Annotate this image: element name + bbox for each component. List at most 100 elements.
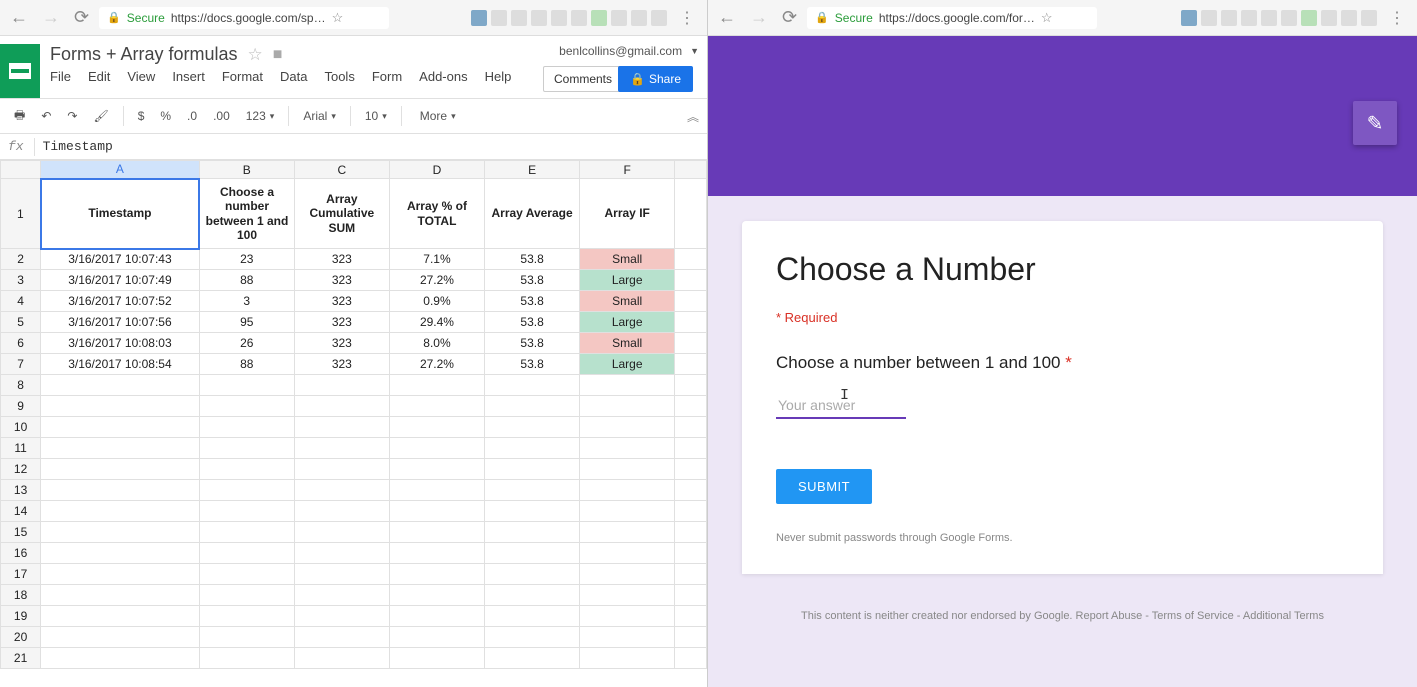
cell[interactable] — [294, 501, 389, 522]
cell[interactable] — [389, 417, 484, 438]
print-icon[interactable]: 🖶 — [8, 102, 31, 131]
more-toolbar[interactable]: More ▾ — [414, 106, 462, 126]
extension-icon[interactable] — [1281, 10, 1297, 26]
account-dropdown-icon[interactable]: ▼ — [690, 46, 699, 56]
cell[interactable]: 23 — [199, 249, 294, 270]
row-header-1[interactable]: 1 — [1, 179, 41, 249]
cell[interactable] — [580, 438, 675, 459]
cell[interactable] — [389, 375, 484, 396]
row-header-13[interactable]: 13 — [1, 480, 41, 501]
cell[interactable] — [485, 522, 580, 543]
cell[interactable]: 88 — [199, 354, 294, 375]
document-title[interactable]: Forms + Array formulas — [50, 44, 238, 65]
cell[interactable]: 53.8 — [485, 291, 580, 312]
extension-icon[interactable] — [471, 10, 487, 26]
cell[interactable] — [41, 585, 200, 606]
cell[interactable] — [294, 459, 389, 480]
cell[interactable]: 7.1% — [389, 249, 484, 270]
back-button[interactable]: ← — [6, 7, 32, 28]
cell[interactable] — [580, 375, 675, 396]
cell[interactable] — [389, 585, 484, 606]
extension-icon[interactable] — [1321, 10, 1337, 26]
menu-insert[interactable]: Insert — [172, 69, 205, 84]
column-header-A[interactable]: A — [41, 161, 200, 179]
extension-icon[interactable] — [1181, 10, 1197, 26]
row-header-19[interactable]: 19 — [1, 606, 41, 627]
cell[interactable] — [675, 249, 707, 270]
header-cell[interactable]: Choose a number between 1 and 100 — [199, 179, 294, 249]
menu-help[interactable]: Help — [485, 69, 512, 84]
cell[interactable]: 3/16/2017 10:07:56 — [41, 312, 200, 333]
cell[interactable]: 323 — [294, 333, 389, 354]
cell[interactable] — [675, 648, 707, 669]
cell[interactable] — [294, 438, 389, 459]
menu-format[interactable]: Format — [222, 69, 263, 84]
cell[interactable] — [580, 627, 675, 648]
spreadsheet-grid[interactable]: ABCDEF1TimestampChoose a number between … — [0, 160, 707, 687]
formula-bar[interactable]: fx Timestamp — [0, 134, 707, 160]
cell[interactable]: Large — [580, 312, 675, 333]
cell[interactable] — [389, 459, 484, 480]
cell[interactable]: 53.8 — [485, 312, 580, 333]
cell[interactable] — [41, 564, 200, 585]
cell[interactable] — [199, 480, 294, 501]
cell[interactable] — [41, 459, 200, 480]
back-button[interactable]: ← — [714, 7, 740, 28]
cell[interactable] — [389, 396, 484, 417]
menu-view[interactable]: View — [127, 69, 155, 84]
cell[interactable] — [580, 585, 675, 606]
cell[interactable] — [675, 564, 707, 585]
submit-button[interactable]: SUBMIT — [776, 469, 872, 504]
cell[interactable] — [580, 564, 675, 585]
cell[interactable] — [675, 333, 707, 354]
cell[interactable]: 323 — [294, 249, 389, 270]
column-header-E[interactable]: E — [485, 161, 580, 179]
cell[interactable]: 3/16/2017 10:08:54 — [41, 354, 200, 375]
menu-data[interactable]: Data — [280, 69, 307, 84]
extension-icon[interactable] — [571, 10, 587, 26]
cell[interactable]: 323 — [294, 354, 389, 375]
row-header-6[interactable]: 6 — [1, 333, 41, 354]
menu-tools[interactable]: Tools — [324, 69, 354, 84]
cell[interactable] — [675, 270, 707, 291]
cell[interactable] — [294, 396, 389, 417]
star-icon[interactable]: ☆ — [248, 45, 263, 65]
row-header-14[interactable]: 14 — [1, 501, 41, 522]
cell[interactable]: 27.2% — [389, 270, 484, 291]
cell[interactable]: Small — [580, 249, 675, 270]
cell[interactable]: 27.2% — [389, 354, 484, 375]
chrome-menu-icon[interactable]: ⋮ — [1383, 8, 1411, 28]
cell[interactable] — [485, 648, 580, 669]
cell[interactable] — [199, 606, 294, 627]
decrease-decimal-icon[interactable]: .0 — [181, 105, 203, 127]
row-header-12[interactable]: 12 — [1, 459, 41, 480]
extension-icon[interactable] — [531, 10, 547, 26]
font-select[interactable]: Arial ▾ — [297, 106, 342, 126]
cell[interactable] — [294, 375, 389, 396]
redo-icon[interactable]: ↷ — [61, 105, 83, 127]
cell[interactable]: 3/16/2017 10:07:49 — [41, 270, 200, 291]
menu-file[interactable]: File — [50, 69, 71, 84]
edit-form-button[interactable]: ✎ — [1353, 101, 1397, 145]
cell[interactable] — [580, 606, 675, 627]
extension-icon[interactable] — [1261, 10, 1277, 26]
row-header-7[interactable]: 7 — [1, 354, 41, 375]
cell[interactable] — [675, 312, 707, 333]
cell[interactable] — [41, 438, 200, 459]
cell[interactable] — [199, 585, 294, 606]
extension-icon[interactable] — [511, 10, 527, 26]
paint-format-icon[interactable]: 🖌 — [87, 105, 114, 127]
cell[interactable] — [675, 375, 707, 396]
cell[interactable] — [41, 375, 200, 396]
cell[interactable] — [485, 417, 580, 438]
extension-icon[interactable] — [1221, 10, 1237, 26]
currency-icon[interactable]: $ — [132, 105, 151, 127]
cell[interactable] — [41, 648, 200, 669]
cell[interactable] — [485, 564, 580, 585]
share-button[interactable]: 🔒 Share — [618, 66, 693, 92]
header-cell[interactable]: Array % of TOTAL — [389, 179, 484, 249]
cell[interactable] — [485, 396, 580, 417]
menu-edit[interactable]: Edit — [88, 69, 110, 84]
bookmark-star-icon[interactable]: ☆ — [1041, 10, 1053, 26]
cell[interactable]: Large — [580, 270, 675, 291]
